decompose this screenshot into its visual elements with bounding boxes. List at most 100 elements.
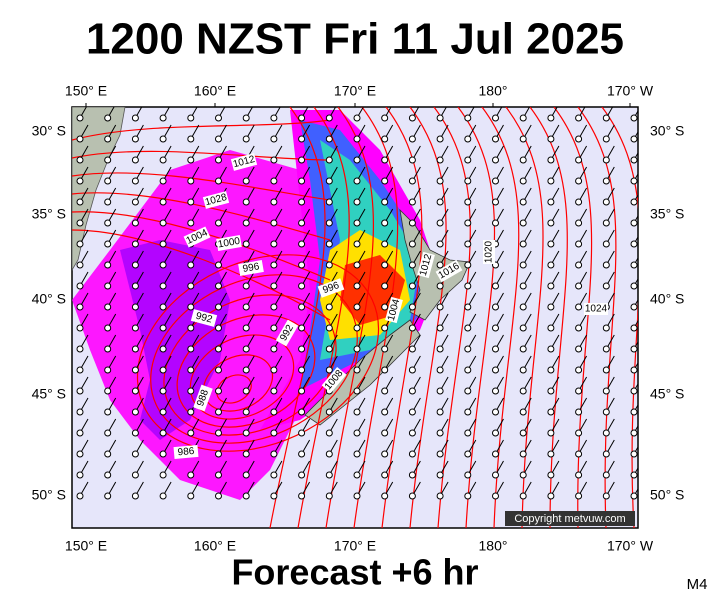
station	[270, 408, 278, 416]
station	[381, 114, 389, 122]
isobar-label-group: 988	[193, 384, 213, 412]
station	[325, 177, 333, 185]
station	[353, 450, 361, 458]
isobar-label-group: 992	[190, 309, 218, 327]
station	[76, 219, 84, 227]
station	[104, 198, 112, 206]
station	[602, 450, 610, 458]
station	[575, 492, 583, 500]
station	[298, 135, 306, 143]
station	[575, 177, 583, 185]
station	[353, 471, 361, 479]
station	[408, 303, 416, 311]
station	[215, 219, 222, 227]
station	[519, 450, 527, 458]
station	[436, 429, 444, 437]
station	[76, 429, 84, 437]
station	[325, 324, 333, 332]
isobar-label-group: 1012	[417, 251, 435, 279]
isobar	[136, 254, 380, 452]
station	[575, 114, 583, 122]
station	[242, 324, 250, 332]
station	[159, 429, 167, 437]
station	[242, 177, 250, 185]
station	[436, 261, 444, 269]
station	[215, 282, 222, 290]
station	[131, 219, 139, 227]
station	[492, 198, 499, 206]
station	[547, 324, 555, 332]
station	[547, 450, 555, 458]
station	[519, 429, 527, 437]
station	[325, 303, 333, 311]
station	[298, 114, 306, 122]
station	[187, 282, 195, 290]
station	[464, 408, 472, 416]
station	[464, 303, 472, 311]
station	[519, 135, 527, 143]
station	[298, 450, 306, 458]
station	[242, 219, 250, 227]
station	[298, 345, 306, 353]
station	[353, 366, 361, 374]
isobar-label-box	[385, 296, 403, 324]
station	[187, 261, 195, 269]
station	[215, 492, 222, 500]
station	[381, 492, 389, 500]
station	[575, 198, 583, 206]
station	[436, 324, 444, 332]
station	[298, 324, 306, 332]
station	[325, 261, 333, 269]
station	[353, 261, 361, 269]
station	[547, 177, 555, 185]
station	[547, 261, 555, 269]
station	[602, 429, 610, 437]
station	[381, 261, 389, 269]
station	[381, 471, 389, 479]
station	[464, 345, 472, 353]
station	[270, 471, 278, 479]
station	[547, 135, 555, 143]
station	[602, 177, 610, 185]
station	[187, 492, 195, 500]
station	[270, 345, 278, 353]
station	[492, 387, 499, 395]
station	[492, 345, 499, 353]
station	[353, 282, 361, 290]
station	[381, 366, 389, 374]
station	[298, 240, 306, 248]
station	[408, 135, 416, 143]
station	[76, 198, 84, 206]
station	[187, 408, 195, 416]
station	[215, 156, 222, 164]
station	[630, 177, 638, 185]
station	[187, 471, 195, 479]
station	[159, 303, 167, 311]
station	[76, 177, 84, 185]
station	[76, 471, 84, 479]
station	[547, 198, 555, 206]
station	[408, 261, 416, 269]
station	[547, 429, 555, 437]
station	[242, 135, 250, 143]
station	[436, 177, 444, 185]
station	[242, 303, 250, 311]
isobar-label-box	[584, 303, 608, 315]
station	[76, 366, 84, 374]
station	[187, 387, 195, 395]
isobar	[433, 107, 471, 528]
station	[104, 429, 112, 437]
station	[76, 324, 84, 332]
station	[519, 198, 527, 206]
station	[353, 156, 361, 164]
station	[187, 366, 195, 374]
station	[547, 303, 555, 311]
station	[547, 366, 555, 374]
station	[436, 303, 444, 311]
station	[187, 219, 195, 227]
station	[325, 240, 333, 248]
station	[547, 471, 555, 479]
station	[492, 219, 499, 227]
station	[436, 471, 444, 479]
station	[464, 387, 472, 395]
